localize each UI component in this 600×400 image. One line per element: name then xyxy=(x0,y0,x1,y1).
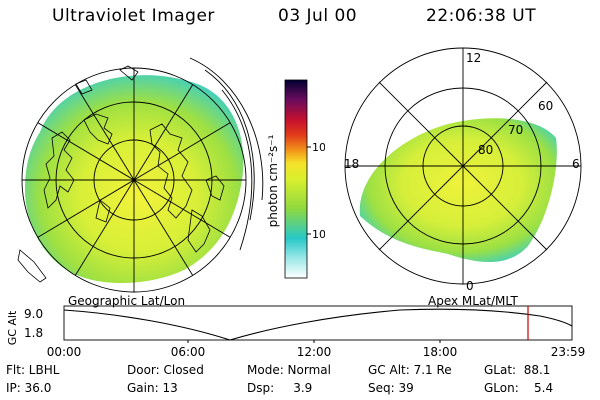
time-tick-18: 18:00 xyxy=(423,345,458,359)
polar-map-caption: Apex MLat/MLT xyxy=(428,294,518,308)
polar-aurora-region xyxy=(359,118,557,263)
time-tick-12: 12:00 xyxy=(297,345,332,359)
glon-status: GLon: 5.4 xyxy=(484,381,554,395)
gain-status: Gain: 13 xyxy=(127,381,178,395)
geographic-map xyxy=(17,57,264,293)
mlt-label-0: 0 xyxy=(466,279,474,293)
instrument-title: Ultraviolet Imager xyxy=(52,6,215,26)
geo-map-caption: Geographic Lat/Lon xyxy=(68,294,186,308)
colorbar-gradient xyxy=(284,79,308,279)
polar-grid xyxy=(344,47,582,285)
altitude-y-label: GC Alt xyxy=(6,310,19,345)
geo-coastlines xyxy=(17,65,225,283)
door-status: Door: Closed xyxy=(127,363,204,377)
mlat-label-80: 80 xyxy=(478,143,493,157)
time-tick-2359: 23:59 xyxy=(551,345,586,359)
dsp-status: Dsp: 3.9 xyxy=(247,381,313,395)
colorbar-tick-10: 10 xyxy=(312,228,325,241)
altitude-plot: GC Alt 9.0 1.8 00:00 06:00 12:00 18:00 2… xyxy=(6,305,586,359)
gc-alt-status: GC Alt: 7.1 Re xyxy=(368,363,452,377)
altitude-curve xyxy=(63,308,573,341)
intensity-colorbar: 100 10 photon cm⁻²s⁻¹ xyxy=(266,79,325,279)
mlt-label-6: 6 xyxy=(572,157,580,171)
time-label: 22:06:38 UT xyxy=(426,6,537,26)
mlat-label-70: 70 xyxy=(508,123,523,137)
filter-status: Flt: LBHL xyxy=(6,363,60,377)
polar-mlat-mlt-map: 12 18 6 0 60 70 80 xyxy=(344,47,582,293)
seq-status: Seq: 39 xyxy=(368,381,414,395)
mlt-label-12: 12 xyxy=(466,51,481,65)
colorbar-unit-label: photon cm⁻²s⁻¹ xyxy=(266,134,280,227)
mlat-label-60: 60 xyxy=(538,99,553,113)
ip-status: IP: 36.0 xyxy=(6,381,52,395)
altitude-tick-9: 9.0 xyxy=(24,307,43,321)
glat-status: GLat: 88.1 xyxy=(484,363,551,377)
mlt-label-18: 18 xyxy=(344,157,359,171)
mode-status: Mode: Normal xyxy=(247,363,331,377)
time-tick-00: 00:00 xyxy=(47,345,82,359)
colorbar-tick-100: 100 xyxy=(312,141,325,154)
altitude-tick-1-8: 1.8 xyxy=(24,326,43,340)
time-tick-06: 06:00 xyxy=(171,345,206,359)
altitude-plot-frame xyxy=(63,305,573,341)
date-label: 03 Jul 00 xyxy=(278,6,358,26)
geo-lat-lon-grid xyxy=(21,57,264,293)
